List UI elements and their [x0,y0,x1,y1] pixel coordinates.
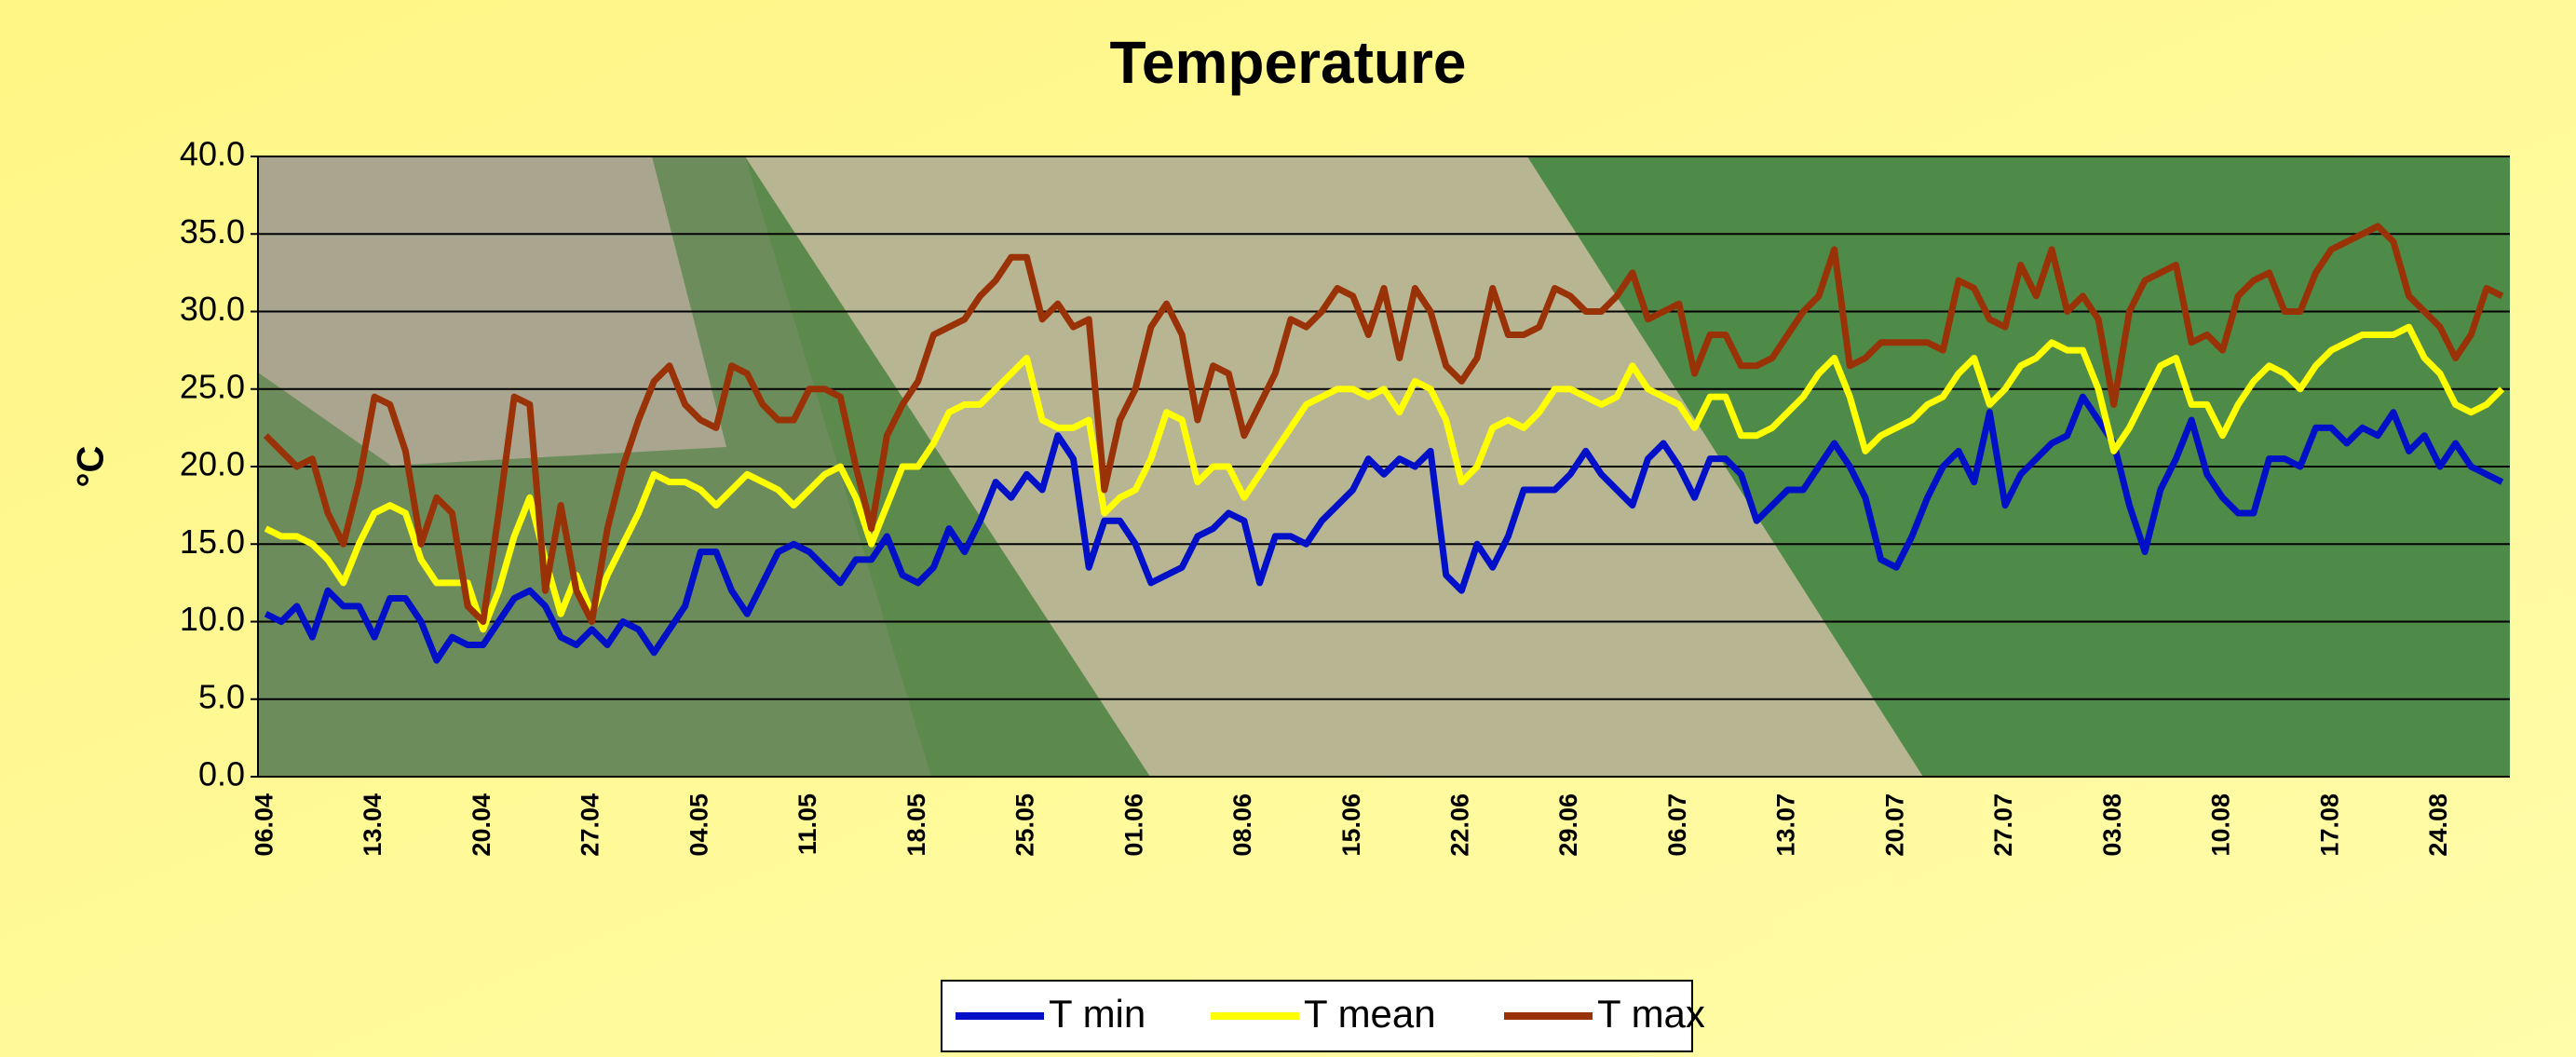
x-tick-label: 18.05 [902,793,930,857]
x-tick-label: 25.05 [1011,793,1039,857]
x-tick-label: 29.06 [1554,793,1582,857]
y-tick-label: 0.0 [198,755,245,793]
x-tick-label: 08.06 [1228,793,1256,857]
y-axis-label: °C [71,446,112,488]
legend: T min T mean T max [941,980,1705,1052]
x-tick-label: 06.07 [1663,793,1691,857]
x-tick-label: 20.04 [468,793,495,857]
y-tick-label: 30.0 [180,290,245,328]
x-tick-label: 01.06 [1119,793,1147,857]
x-tick-label: 24.08 [2424,793,2452,857]
legend-label: T mean [1304,992,1436,1036]
x-tick-label: 13.04 [359,793,386,857]
x-tick-label: 04.05 [685,793,712,857]
line-series [263,223,2504,625]
y-tick-label: 25.0 [180,367,245,405]
x-tick-label: 11.05 [793,793,821,855]
line-series [264,393,2504,664]
x-tick-label: 15.06 [1337,793,1365,857]
legend-label: T max [1597,992,1705,1036]
x-tick-label: 06.04 [250,793,278,857]
chart-title: Temperature [1110,29,1467,96]
y-tick-label: 35.0 [180,212,245,251]
y-tick-label: 40.0 [180,135,245,173]
x-tick-label: 20.07 [1880,793,1908,857]
x-tick-label: 03.08 [2098,793,2126,857]
x-tick-label: 27.04 [576,793,604,857]
x-tick-label: 22.06 [1446,793,1474,857]
legend-label: T min [1049,992,1146,1036]
x-tick-label: 13.07 [1772,793,1800,857]
x-tick-label: 10.08 [2207,793,2235,857]
x-tick-label: 27.07 [1989,793,2017,857]
y-tick-label: 20.0 [180,445,245,483]
y-tick-label: 10.0 [180,600,245,638]
y-tick-label: 5.0 [198,677,245,715]
x-tick-label: 17.08 [2315,793,2343,857]
y-tick-label: 15.0 [180,522,245,561]
line-series [264,323,2505,633]
